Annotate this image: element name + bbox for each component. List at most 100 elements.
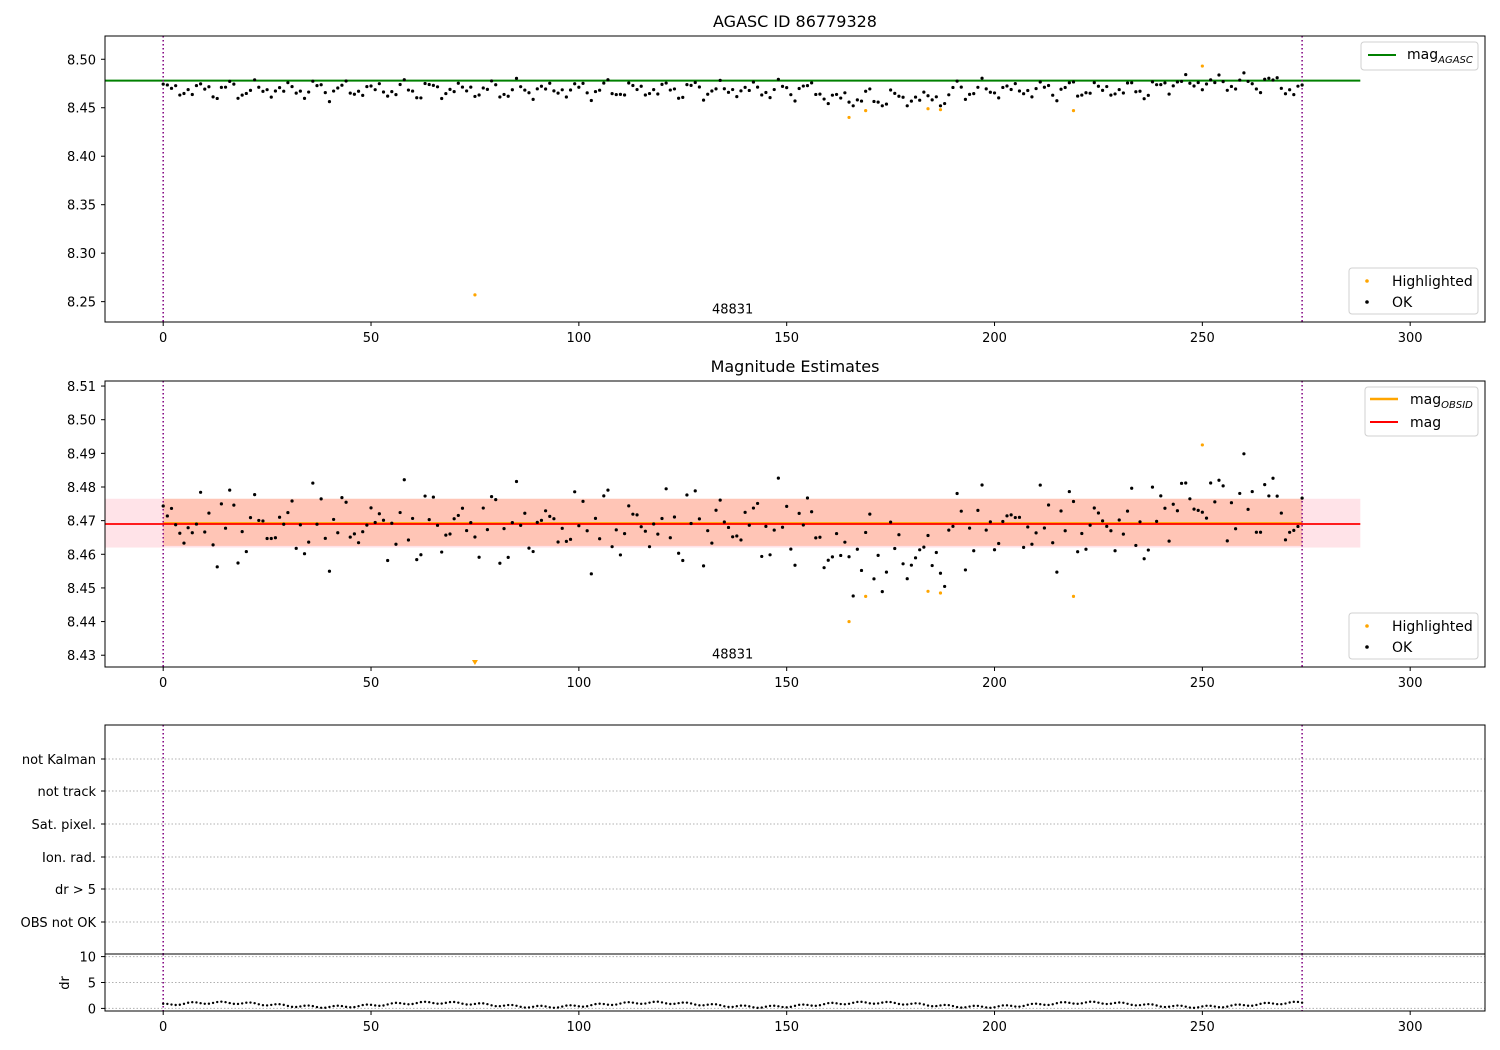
ok-point — [1225, 539, 1229, 543]
ok-point — [1105, 524, 1109, 528]
dr-point — [1300, 1001, 1304, 1004]
dr-point — [889, 1000, 892, 1004]
dr-point — [207, 1002, 211, 1005]
agasc-xtick-label: 300 — [1398, 331, 1423, 346]
ok-point — [1171, 84, 1175, 88]
dr-point — [1167, 1005, 1171, 1008]
ok-point — [793, 99, 797, 103]
ok-point — [992, 548, 997, 552]
ok-point — [884, 570, 889, 574]
dr-point — [910, 1002, 913, 1005]
ok-point — [1258, 91, 1263, 95]
ok-point — [677, 551, 681, 555]
ok-point — [452, 517, 456, 521]
ok-point — [419, 96, 423, 100]
ok-point — [938, 104, 943, 108]
highlighted-point — [926, 107, 930, 111]
magnitude-ytick-label: 8.43 — [67, 649, 96, 664]
ok-point — [780, 525, 785, 529]
ok-point — [352, 92, 356, 96]
ok-point — [1167, 92, 1171, 96]
dr-point — [349, 1006, 352, 1009]
legend-highlighted-label: Highlighted — [1392, 274, 1473, 290]
dr-point — [1130, 1003, 1133, 1007]
dr-point — [527, 1006, 531, 1009]
ok-point — [1046, 83, 1051, 88]
dr-point — [768, 1004, 772, 1008]
ok-point — [984, 87, 988, 91]
dr-point — [955, 1005, 959, 1009]
ok-point — [456, 513, 460, 518]
dr-point — [1105, 1002, 1108, 1006]
ok-point — [311, 481, 315, 485]
ok-point — [494, 83, 498, 87]
dr-ylabel: dr — [58, 976, 73, 990]
ok-point — [930, 563, 934, 568]
ok-point — [1009, 87, 1013, 92]
ok-point — [1022, 92, 1026, 96]
ok-point — [1250, 82, 1254, 86]
dr-point — [398, 1001, 402, 1005]
ok-point — [889, 88, 893, 92]
dr-point — [390, 1002, 394, 1005]
ok-point — [872, 577, 876, 581]
ok-point — [531, 549, 535, 554]
dr-point — [640, 1002, 643, 1006]
ok-point — [1038, 483, 1042, 487]
ok-point — [577, 85, 581, 89]
dr-point — [265, 1004, 269, 1007]
agasc-title: AGASC ID 86779328 — [713, 12, 877, 31]
dr-point — [731, 1005, 734, 1009]
ok-point — [701, 564, 706, 568]
dr-point — [1196, 1006, 1200, 1009]
dr-point — [394, 1001, 398, 1005]
ok-point — [494, 497, 498, 502]
ok-point — [1125, 509, 1130, 513]
dr-point — [797, 1003, 801, 1007]
ok-point — [839, 553, 843, 558]
dr-point — [1068, 1001, 1071, 1005]
ok-point — [622, 532, 627, 536]
ok-point — [897, 533, 901, 537]
ok-point — [1292, 528, 1296, 532]
ok-point — [976, 85, 980, 89]
ok-point — [286, 81, 290, 85]
ok-point — [573, 490, 577, 494]
ok-point — [1250, 489, 1254, 494]
ok-point — [402, 478, 406, 482]
ok-point — [660, 516, 664, 521]
ok-point — [1171, 502, 1175, 506]
ok-point — [465, 528, 469, 533]
ok-point — [356, 541, 361, 545]
ok-point — [519, 523, 523, 527]
dr-point — [1259, 1002, 1262, 1006]
dr-point — [698, 1004, 701, 1007]
dr-point — [856, 1000, 859, 1004]
ok-point — [1288, 88, 1292, 92]
dr-point — [1009, 1004, 1013, 1008]
dr-point — [901, 1003, 905, 1006]
ok-point — [1142, 97, 1146, 101]
dr-point — [781, 1005, 784, 1009]
dr-point — [619, 1002, 622, 1005]
ok-point — [772, 528, 776, 532]
ok-point — [972, 92, 976, 96]
magnitude-xtick-label: 200 — [982, 676, 1007, 691]
ok-point — [589, 572, 593, 576]
ok-point — [614, 92, 618, 97]
ok-point — [1254, 530, 1258, 534]
ok-point — [1109, 529, 1113, 533]
ok-point — [348, 91, 352, 95]
ok-point — [764, 524, 768, 528]
ok-point — [951, 85, 955, 90]
ok-point — [1076, 550, 1080, 554]
ok-point — [668, 536, 672, 540]
flag-label: Sat. pixel. — [32, 818, 96, 833]
ok-point — [1196, 508, 1200, 512]
magnitude-estimates-panel: 0 50 100 150 200 250 300 8.43 8.44 8.45 8.46 8.47 8.… — [67, 357, 1486, 691]
ok-point — [955, 491, 959, 496]
dr-point — [407, 1003, 410, 1006]
ok-point — [323, 91, 327, 95]
ok-point — [415, 96, 419, 100]
ok-point — [934, 95, 938, 99]
